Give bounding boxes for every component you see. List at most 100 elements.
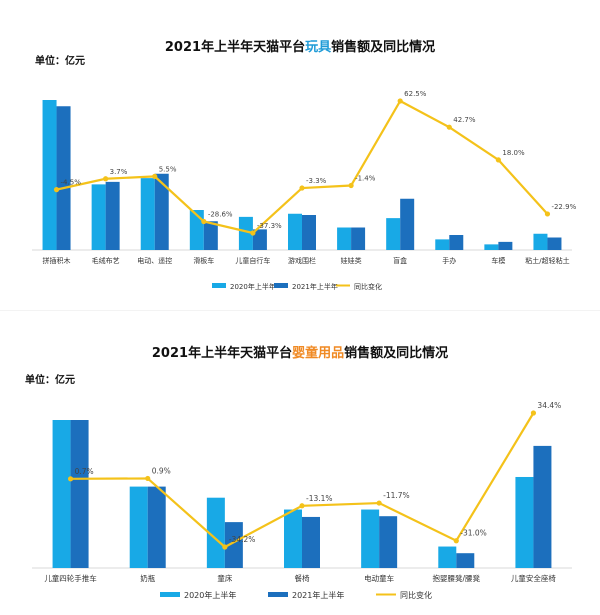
toy-sales-plot: 拼插积木 毛绒布艺 电动、遥控 滑板车 儿童自行车 游戏围栏 娃娃类 盲盒 手办 车模 粘土/超轻粘… <box>32 90 577 291</box>
yoy-data-label: -31.0% <box>460 529 487 538</box>
bar-2020h1 <box>129 486 148 568</box>
legend-label: 2020年上半年 <box>184 590 236 600</box>
category-tick-label: 奶瓶 <box>140 573 155 583</box>
category-tick-label: 娃娃类 <box>341 256 362 265</box>
yoy-point <box>446 124 452 130</box>
legend-label: 同比变化 <box>400 590 432 600</box>
bar-2021h1 <box>105 181 120 250</box>
bar-2020h1 <box>515 476 534 568</box>
bar-2020h1 <box>91 184 106 250</box>
bar-2021h1 <box>147 486 166 568</box>
category-tick-label: 儿童自行车 <box>235 256 270 265</box>
bar-2021h1 <box>351 227 366 250</box>
yoy-point <box>544 211 551 217</box>
category-tick-label: 盲盒 <box>393 256 407 265</box>
category-tick-label: 餐椅 <box>295 573 310 583</box>
category-tick-label: 儿童安全座椅 <box>511 573 556 583</box>
bar-2020h1 <box>238 216 253 250</box>
yoy-point <box>397 98 403 104</box>
yoy-point <box>495 157 501 163</box>
category-tick-label: 拼插积木 <box>43 256 71 265</box>
yoy-data-label: -11.7% <box>383 491 410 500</box>
yoy-data-label: 18.0% <box>502 149 525 157</box>
yoy-data-label: -37.3% <box>257 222 282 230</box>
yoy-data-label: 42.7% <box>453 116 476 124</box>
legend-swatch <box>274 283 288 288</box>
category-tick-label: 电动、遥控 <box>137 256 172 265</box>
unit-label: 单位：亿元 <box>25 375 75 386</box>
bar-2021h1 <box>154 173 169 250</box>
bar-2021h1 <box>547 237 562 250</box>
bar-2021h1 <box>224 522 243 568</box>
bar-2021h1 <box>449 235 464 250</box>
chart-title: 2021年上半年天猫平台婴童用品销售额及同比情况 <box>151 346 449 361</box>
baby-products-chart: 2021年上半年天猫平台婴童用品销售额及同比情况 单位：亿元 儿童四轮手推车 奶瓶… <box>0 318 600 615</box>
yoy-point <box>376 500 382 506</box>
bar-2020h1 <box>140 178 155 250</box>
bar-2021h1 <box>56 106 71 250</box>
category-tick-label: 电动童车 <box>364 573 394 583</box>
yoy-data-label: -13.1% <box>306 494 333 503</box>
bar-2020h1 <box>284 509 302 568</box>
yoy-point <box>152 173 158 179</box>
bar-2021h1 <box>498 241 513 250</box>
yoy-data-label: -34.2% <box>229 535 256 544</box>
yoy-data-label: 0.7% <box>75 467 94 476</box>
yoy-point <box>530 410 537 416</box>
bar-2021h1 <box>70 420 89 568</box>
bar-2021h1 <box>252 229 267 250</box>
bar-2021h1 <box>533 445 552 568</box>
yoy-data-label: 5.5% <box>159 165 177 173</box>
bar-2020h1 <box>288 213 302 250</box>
category-tick-label: 儿童四轮手推车 <box>44 573 97 583</box>
unit-label: 单位：亿元 <box>35 56 85 67</box>
yoy-point <box>222 544 228 550</box>
bar-2021h1 <box>400 198 415 250</box>
yoy-data-label: -1.4% <box>355 175 376 183</box>
yoy-point <box>201 218 207 225</box>
bar-2021h1 <box>203 221 218 250</box>
category-tick-label: 毛绒布艺 <box>92 256 120 265</box>
legend-label: 2021年上半年 <box>292 282 338 291</box>
bar-2021h1 <box>456 553 475 568</box>
legend-label: 2020年上半年 <box>230 282 276 291</box>
yoy-point <box>299 185 305 191</box>
title-highlight: 玩具 <box>305 40 332 55</box>
bar-2020h1 <box>361 509 380 568</box>
yoy-data-label: 34.4% <box>537 401 561 410</box>
bar-2021h1 <box>302 516 320 568</box>
bar-2020h1 <box>337 227 352 250</box>
yoy-point <box>53 187 60 193</box>
bar-2020h1 <box>533 233 548 250</box>
bar-2020h1 <box>42 100 57 250</box>
yoy-data-label: 62.5% <box>404 90 427 98</box>
category-tick-label: 滑板车 <box>193 256 214 265</box>
category-tick-label: 车模 <box>491 256 505 265</box>
legend-swatch <box>268 592 288 597</box>
category-tick-label: 抱婴腰凳/腰凳 <box>433 573 481 583</box>
category-tick-label: 游戏围栏 <box>288 256 316 265</box>
yoy-point <box>250 230 256 236</box>
legend-swatch <box>212 283 226 288</box>
bar-2020h1 <box>435 239 450 250</box>
category-tick-label: 粘土/超轻粘土 <box>525 256 569 265</box>
bar-2020h1 <box>438 546 457 568</box>
yoy-data-label: -22.9% <box>551 203 576 211</box>
legend-label: 2021年上半年 <box>292 590 344 600</box>
category-tick-label: 童床 <box>217 573 232 583</box>
title-highlight: 婴童用品 <box>292 346 345 361</box>
bar-2020h1 <box>206 497 225 568</box>
yoy-point <box>299 503 305 509</box>
bar-2021h1 <box>302 215 316 250</box>
yoy-data-label: 3.7% <box>110 168 128 176</box>
bar-2020h1 <box>189 210 204 250</box>
baby-products-plot: 儿童四轮手推车 奶瓶 童床 餐椅 电动童车 抱婴腰凳/腰凳 儿童安全座椅 0.7% 0.9% -3… <box>32 401 572 600</box>
chart-title: 2021年上半年天猫平台玩具销售额及同比情况 <box>164 40 436 55</box>
yoy-data-label: -4.5% <box>61 179 82 187</box>
yoy-data-label: -28.6% <box>208 210 233 218</box>
yoy-data-label: 0.9% <box>152 466 171 475</box>
yoy-point <box>453 538 459 544</box>
chart-divider <box>0 310 600 311</box>
bar-2020h1 <box>484 244 499 250</box>
bar-2020h1 <box>386 218 401 250</box>
